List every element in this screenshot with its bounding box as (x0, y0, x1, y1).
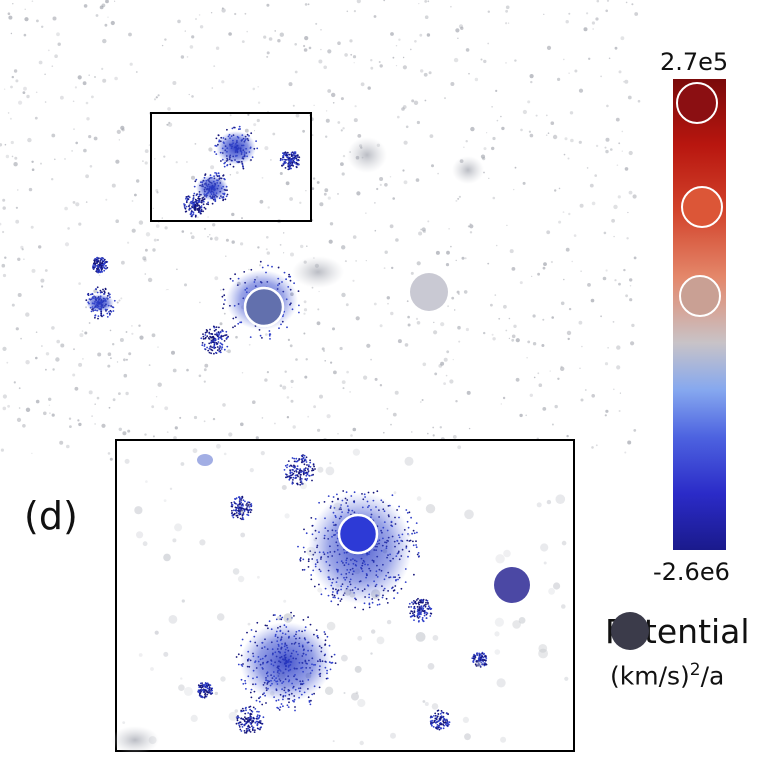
colorbar-marker-top (676, 82, 718, 124)
colorbar-max-label: 2.7e5 (660, 48, 729, 76)
particle-field (0, 0, 641, 461)
colorbar-marker-low (679, 275, 721, 317)
inset-panel (111, 439, 575, 754)
inset-blue-marker (337, 513, 379, 555)
colorbar-marker-mid (681, 186, 723, 228)
steel-marker (243, 286, 285, 328)
inset-purple-marker (494, 567, 530, 603)
dark-marker (611, 612, 649, 650)
white-marker (147, 290, 189, 332)
colorbar-min-label: -2.6e6 (653, 558, 730, 586)
panel-label: (d) (24, 494, 78, 538)
colorbar-unit: (km/s)2/a (610, 660, 725, 691)
light-marker (410, 273, 448, 311)
zoom-region-box (150, 112, 312, 222)
